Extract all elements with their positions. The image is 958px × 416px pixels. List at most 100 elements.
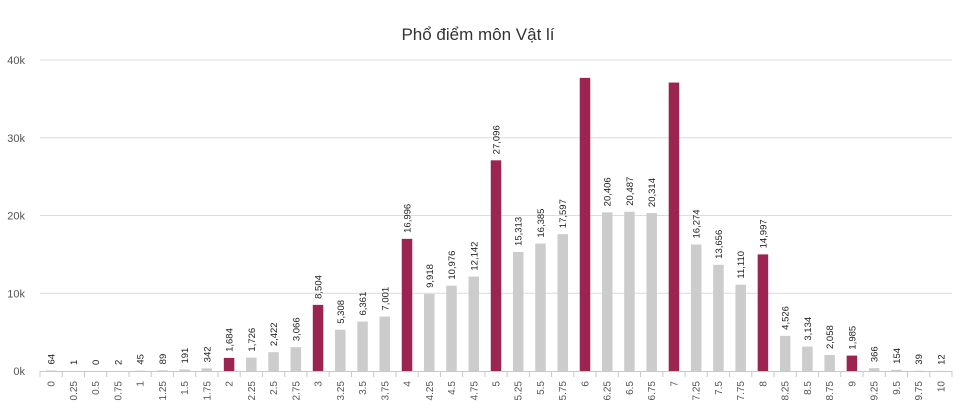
data-label: 3,134 [803, 317, 814, 341]
bar [579, 77, 591, 371]
bar [246, 357, 257, 371]
x-tick-label: 7.5 [714, 381, 725, 395]
data-label: 14,997 [758, 219, 769, 248]
chart-title: Phổ điểm môn Vật lí [401, 25, 554, 44]
x-tick-label: 9 [847, 381, 858, 387]
bar [735, 284, 746, 371]
x-tick-label: 3.25 [336, 381, 347, 401]
x-tick-label: 2.75 [291, 381, 302, 401]
data-label: 366 [870, 346, 881, 362]
data-label: 1,985 [847, 326, 858, 350]
bar [401, 238, 413, 371]
bar [223, 357, 235, 371]
x-tick-label: 4 [403, 381, 414, 387]
data-label: 13,656 [714, 230, 725, 259]
bar [668, 82, 680, 372]
bar [846, 355, 858, 371]
x-tick-label: 6 [580, 381, 591, 387]
x-tick-label: 4.25 [425, 381, 436, 401]
x-tick-label: 0.25 [69, 381, 80, 401]
data-label: 20,314 [647, 178, 658, 207]
x-tick-label: 10 [936, 381, 947, 393]
x-tick-label: 8.5 [803, 381, 814, 395]
data-label: 342 [202, 346, 213, 362]
y-axis: 0k 10k 20k 30k 40k [7, 55, 25, 378]
bar [557, 234, 568, 371]
bar [512, 251, 524, 371]
y-tick-label: 40k [7, 55, 25, 67]
bar [157, 370, 168, 371]
data-label: 16,385 [536, 209, 547, 238]
x-tick-label: 2.5 [269, 381, 280, 395]
x-tick-label: 4.75 [469, 381, 480, 401]
x-tick-label: 2.25 [247, 381, 258, 401]
data-label: 154 [892, 348, 903, 364]
x-tick-label: 6.75 [647, 381, 658, 401]
data-label: 16,996 [403, 204, 414, 233]
y-tick-label: 0k [13, 366, 25, 378]
bar [268, 352, 279, 371]
data-label: 2,058 [825, 325, 836, 349]
data-label: 3,066 [291, 317, 302, 341]
bar [713, 264, 724, 371]
x-tick-label: 9.75 [914, 381, 925, 401]
data-label: 64 [47, 354, 58, 365]
data-label: 1 [69, 360, 80, 365]
data-label: 1,726 [247, 328, 258, 352]
bar [357, 321, 368, 371]
x-tick-label: 6.5 [625, 381, 636, 395]
bar [690, 244, 702, 371]
data-label: 20,406 [603, 177, 614, 206]
data-label: 10,976 [447, 251, 458, 280]
data-label: 191 [180, 348, 191, 364]
x-tick-label: 0.5 [91, 381, 102, 395]
x-tick-label: 5.5 [536, 381, 547, 395]
data-label: 9,918 [425, 264, 436, 288]
x-axis: 0 0.25 0.5 0.75 1 1.25 1.5 1.75 2 2.25 2.5 2.75 3 3.2… [39, 371, 953, 401]
x-tick-label: 7.75 [736, 381, 747, 401]
bar [379, 316, 391, 371]
bar [757, 254, 769, 371]
data-label-layer: 64 1 0 2 45 89 191 342 1,684 1,726 2,422 3,066 8,504… [47, 125, 948, 365]
bar [446, 285, 457, 371]
x-tick-label: 2 [225, 381, 236, 387]
x-tick-label: 4.5 [447, 381, 458, 395]
bar [646, 213, 657, 371]
x-tick-label: 7 [669, 381, 680, 387]
data-label: 39 [914, 354, 925, 365]
x-tick-label: 5 [492, 381, 503, 387]
x-tick-label: 1 [136, 381, 147, 387]
bar [335, 329, 346, 371]
bar [601, 212, 613, 371]
x-tick-label: 5.25 [514, 381, 525, 401]
x-tick-label: 8.25 [781, 381, 792, 401]
x-tick-label: 9.5 [892, 381, 903, 395]
data-label: 16,274 [692, 209, 703, 238]
bar-layer [45, 77, 947, 372]
data-label: 1,684 [225, 328, 236, 352]
x-tick-label: 7.25 [692, 381, 703, 401]
bar [490, 160, 502, 371]
data-label: 12,142 [469, 242, 480, 271]
bar [891, 369, 902, 371]
bar [201, 368, 213, 371]
x-tick-label: 0.75 [113, 381, 124, 401]
bar [312, 304, 324, 371]
x-tick-label: 8.75 [825, 381, 836, 401]
x-tick-label: 0 [47, 381, 58, 387]
bar [290, 347, 302, 371]
x-tick-label: 1.5 [180, 381, 191, 395]
x-tick-label: 5.75 [558, 381, 569, 401]
x-tick-label: 3.75 [380, 381, 391, 401]
y-tick-label: 20k [7, 211, 25, 223]
data-label: 11,110 [736, 251, 747, 279]
x-tick-label: 6.25 [603, 381, 614, 401]
data-label: 15,313 [514, 217, 525, 246]
data-label: 8,504 [314, 275, 325, 299]
data-label: 12 [936, 354, 947, 365]
x-tick-label: 1.75 [202, 381, 213, 401]
y-tick-label: 30k [7, 133, 25, 145]
data-label: 27,096 [492, 125, 503, 154]
